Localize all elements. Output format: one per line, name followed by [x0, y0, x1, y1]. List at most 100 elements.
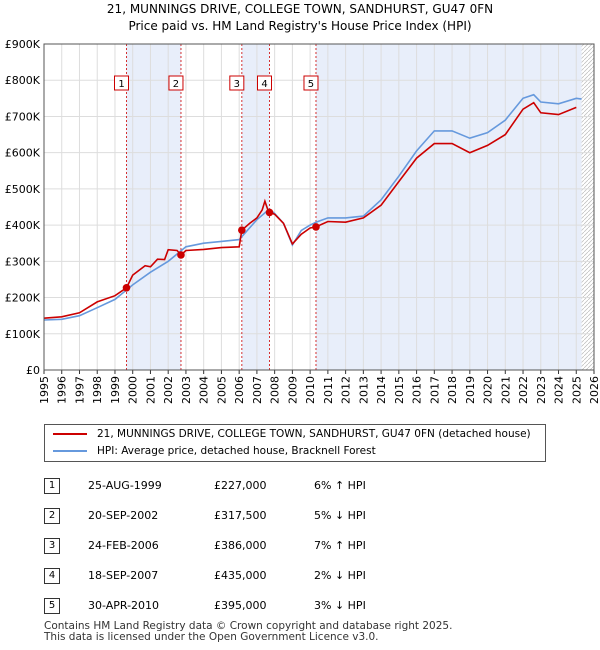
footer-copyright: Contains HM Land Registry data © Crown c… [44, 620, 453, 632]
sale-date: 25-AUG-1999 [88, 479, 162, 492]
sale-point [177, 251, 185, 259]
x-tick-label: 1998 [91, 376, 104, 404]
sale-price: £395,000 [214, 599, 267, 612]
table-row: 3 24-FEB-2006 £386,000 7% ↑ HPI [44, 536, 564, 556]
sale-label-number: 4 [261, 79, 267, 90]
sale-point [122, 283, 131, 292]
sale-label-number: 3 [234, 79, 240, 90]
sale-label-box [114, 75, 129, 91]
x-tick-label: 2011 [322, 376, 335, 404]
x-tick-label: 2015 [393, 376, 406, 404]
sale-date: 24-FEB-2006 [88, 539, 159, 552]
x-tick-label: 2004 [198, 376, 211, 404]
footer-licence: This data is licensed under the Open Gov… [44, 631, 379, 643]
shaded-period [241, 44, 270, 370]
x-tick-label: 2025 [570, 376, 583, 404]
x-tick-label: 2002 [162, 376, 175, 404]
sale-number-badge: 1 [44, 478, 60, 494]
legend-item-property: 21, MUNNINGS DRIVE, COLLEGE TOWN, SANDHU… [53, 428, 531, 444]
y-tick-label: £900K [5, 38, 41, 51]
legend-swatch-hpi [53, 450, 87, 452]
table-row: 1 25-AUG-1999 £227,000 6% ↑ HPI [44, 476, 564, 496]
x-tick-label: 2026 [588, 376, 600, 404]
price-chart: £0 £100K £200K £300K £400K £500K £600K £700K £80… [5, 38, 600, 404]
x-tick-label: 2001 [144, 376, 157, 404]
x-tick-label: 2019 [464, 376, 477, 404]
legend-label-property: 21, MUNNINGS DRIVE, COLLEGE TOWN, SANDHU… [97, 428, 531, 440]
x-tick-label: 2020 [482, 376, 495, 404]
y-tick-label: £300K [5, 255, 41, 268]
sale-date: 18-SEP-2007 [88, 569, 159, 582]
x-tick-label: 2009 [286, 376, 299, 404]
sale-label-box [168, 75, 184, 91]
y-tick-label: £0 [26, 364, 40, 377]
sale-hpi-diff: 2% ↓ HPI [314, 569, 366, 582]
x-tick-label: 2006 [233, 376, 246, 404]
table-row: 2 20-SEP-2002 £317,500 5% ↓ HPI [44, 506, 564, 526]
property-series-line [43, 101, 577, 319]
sale-label-box [303, 75, 319, 91]
y-tick-label: £400K [5, 219, 41, 232]
x-tick-label: 1999 [109, 376, 122, 404]
x-tick-label: 2024 [553, 376, 566, 404]
hpi-series-line [43, 93, 582, 321]
sale-point [238, 226, 246, 234]
footer: Contains HM Land Registry data © Crown c… [44, 621, 452, 643]
x-tick-label: 1996 [56, 376, 69, 404]
sale-number-badge: 5 [44, 598, 60, 614]
sale-number-badge: 3 [44, 538, 60, 554]
shaded-period [126, 44, 181, 370]
sale-price: £386,000 [214, 539, 267, 552]
y-tick-label: £600K [5, 147, 41, 160]
x-tick-label: 2012 [340, 376, 353, 404]
x-tick-label: 2005 [215, 376, 228, 404]
sale-label-number: 2 [173, 79, 179, 90]
sale-date: 30-APR-2010 [88, 599, 160, 612]
x-tick-label: 2023 [535, 376, 548, 404]
x-tick-label: 2003 [180, 376, 193, 404]
y-tick-label: £100K [5, 328, 41, 341]
sale-point [265, 208, 274, 217]
sale-label-box [257, 75, 272, 91]
shaded-period [315, 44, 582, 370]
legend-swatch-property [53, 433, 87, 435]
table-row: 4 18-SEP-2007 £435,000 2% ↓ HPI [44, 566, 564, 586]
sale-number-badge: 4 [44, 568, 60, 584]
legend: 21, MUNNINGS DRIVE, COLLEGE TOWN, SANDHU… [44, 424, 546, 462]
forecast-hatch [581, 44, 594, 370]
sale-price: £227,000 [214, 479, 267, 492]
sale-hpi-diff: 3% ↓ HPI [314, 599, 366, 612]
sale-hpi-diff: 7% ↑ HPI [314, 539, 366, 552]
x-tick-label: 2021 [499, 376, 512, 404]
sale-hpi-diff: 6% ↑ HPI [314, 479, 366, 492]
sale-price: £435,000 [214, 569, 267, 582]
x-tick-label: 2018 [446, 376, 459, 404]
chart-subtitle: Price paid vs. HM Land Registry's House … [128, 19, 472, 33]
legend-label-hpi: HPI: Average price, detached house, Brac… [97, 445, 376, 457]
sale-label-box [229, 75, 245, 91]
plot-frame [43, 43, 595, 371]
x-tick-label: 1997 [73, 376, 86, 404]
y-tick-label: £200K [5, 292, 41, 305]
x-tick-label: 2010 [304, 376, 317, 404]
y-tick-label: £800K [5, 74, 41, 87]
sale-point [312, 223, 320, 231]
table-row: 5 30-APR-2010 £395,000 3% ↓ HPI [44, 596, 564, 616]
sale-price: £317,500 [214, 509, 267, 522]
sale-number-badge: 2 [44, 508, 60, 524]
chart-title: 21, MUNNINGS DRIVE, COLLEGE TOWN, SANDHU… [106, 2, 494, 16]
x-tick-label: 2016 [411, 376, 424, 404]
x-tick-label: 2014 [375, 376, 388, 404]
x-tick-label: 2022 [517, 376, 530, 404]
x-tick-label: 1995 [38, 376, 51, 404]
x-tick-label: 2013 [357, 376, 370, 404]
sale-label-number: 5 [308, 79, 314, 90]
y-tick-label: £500K [5, 183, 41, 196]
y-tick-label: £700K [5, 110, 41, 123]
sale-hpi-diff: 5% ↓ HPI [314, 509, 366, 522]
legend-item-hpi: HPI: Average price, detached house, Brac… [53, 445, 376, 461]
x-tick-label: 2000 [127, 376, 140, 404]
x-tick-label: 2008 [269, 376, 282, 404]
sale-date: 20-SEP-2002 [88, 509, 159, 522]
x-tick-label: 2007 [251, 376, 264, 404]
